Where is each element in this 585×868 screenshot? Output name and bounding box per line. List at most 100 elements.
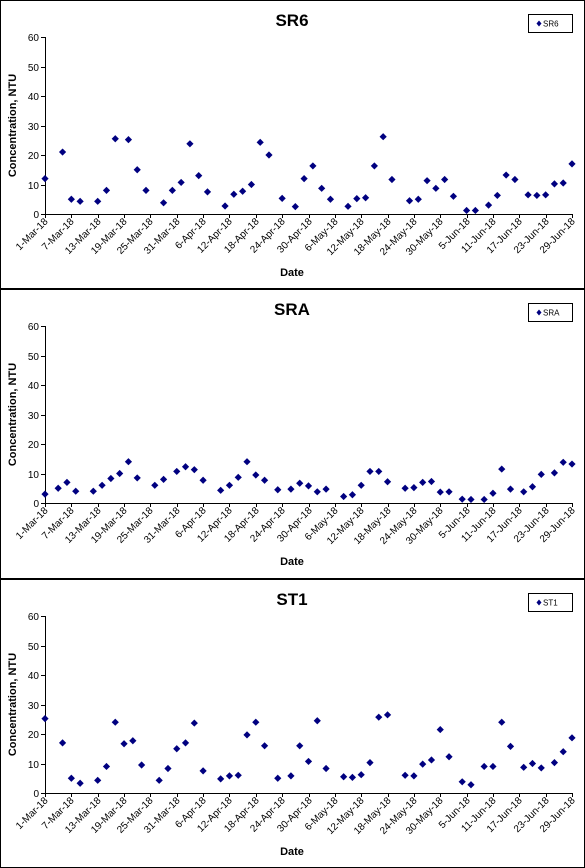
data-point (340, 492, 348, 501)
legend: SR6 (528, 14, 573, 33)
data-point (344, 202, 352, 210)
data-point (133, 474, 141, 482)
data-point (54, 484, 62, 492)
data-point (41, 490, 49, 498)
data-point (463, 206, 471, 215)
data-point (432, 184, 440, 192)
y-tick-label: 40 (28, 92, 40, 103)
chart-title: SR6 (275, 11, 308, 30)
data-point (568, 460, 576, 468)
data-point (190, 466, 198, 474)
y-tick-label: 10 (28, 470, 40, 481)
data-point (116, 469, 124, 478)
data-point (138, 761, 146, 769)
data-point (243, 731, 251, 739)
data-point (159, 199, 168, 207)
y-tick-label: 50 (28, 642, 40, 653)
data-point (340, 773, 348, 781)
data-point (480, 495, 488, 504)
series-sr6 (41, 133, 576, 215)
data-point (195, 172, 203, 180)
data-point (383, 711, 392, 719)
panel-border (0, 0, 585, 289)
data-point (234, 473, 242, 481)
data-point (98, 481, 106, 489)
chart-panel-sr6: SR6 SR601020304050601-Mar-187-Mar-1813-Ma… (0, 0, 585, 289)
data-point (511, 175, 519, 184)
data-point (102, 762, 111, 771)
data-point (67, 195, 75, 203)
data-point (72, 487, 80, 495)
y-tick-label: 20 (28, 151, 40, 162)
y-tick-label: 60 (28, 33, 40, 44)
data-point (296, 742, 304, 750)
data-point (445, 488, 453, 496)
data-point (111, 135, 119, 143)
data-point (383, 478, 392, 486)
y-tick-label: 40 (28, 671, 40, 682)
data-point (498, 718, 506, 726)
data-point (489, 489, 497, 497)
data-point (313, 717, 321, 725)
data-point (142, 186, 150, 194)
data-point (155, 776, 163, 784)
data-point (436, 488, 444, 496)
data-point (217, 775, 225, 783)
data-point (568, 160, 576, 168)
data-point (287, 485, 295, 493)
chart-title: SRA (274, 300, 310, 319)
legend-marker (536, 20, 542, 27)
legend: ST1 (528, 593, 573, 612)
y-tick-label: 40 (28, 381, 40, 392)
data-point (217, 486, 225, 494)
chart-panel-st1: ST1 ST101020304050601-Mar-187-Mar-1813-Ma… (0, 579, 585, 868)
data-point (498, 465, 506, 473)
data-point (247, 180, 256, 189)
data-point (458, 778, 466, 786)
y-tick-label: 0 (33, 499, 39, 510)
data-point (379, 133, 387, 141)
data-point (94, 776, 102, 784)
data-point (129, 737, 137, 745)
data-point (537, 470, 545, 478)
data-point (76, 779, 84, 787)
data-point (102, 186, 111, 194)
data-point (159, 475, 168, 483)
data-point (550, 469, 559, 477)
data-point (322, 764, 330, 773)
data-point (239, 187, 247, 195)
data-point (441, 175, 449, 184)
data-point (313, 488, 321, 496)
series-sra (41, 458, 576, 504)
y-axis-label: Concentration, NTU (7, 74, 19, 177)
data-point (436, 725, 444, 734)
data-point (361, 194, 370, 202)
data-point (58, 148, 67, 156)
data-point (357, 481, 365, 489)
data-point (177, 178, 185, 187)
data-point (318, 184, 326, 192)
data-point (230, 190, 238, 198)
y-tick-label: 20 (28, 730, 40, 741)
data-point (559, 458, 567, 466)
chart-panel-sra: SRA SRA01020304050601-Mar-187-Mar-1813-Ma… (0, 289, 585, 579)
data-point (405, 197, 414, 205)
data-point (375, 713, 383, 721)
legend-box (528, 14, 573, 33)
data-point (467, 781, 475, 789)
data-point (348, 773, 357, 781)
data-point (133, 166, 141, 174)
data-point (427, 756, 436, 764)
data-point (151, 481, 159, 489)
y-tick-label: 30 (28, 411, 40, 422)
y-tick-label: 0 (33, 789, 39, 800)
data-point (480, 762, 488, 771)
data-point (414, 195, 422, 203)
data-point (559, 179, 567, 187)
data-point (423, 177, 431, 185)
data-point (190, 719, 198, 727)
data-point (542, 191, 550, 199)
data-point (502, 171, 510, 179)
data-point (67, 774, 75, 782)
data-point (89, 487, 97, 495)
